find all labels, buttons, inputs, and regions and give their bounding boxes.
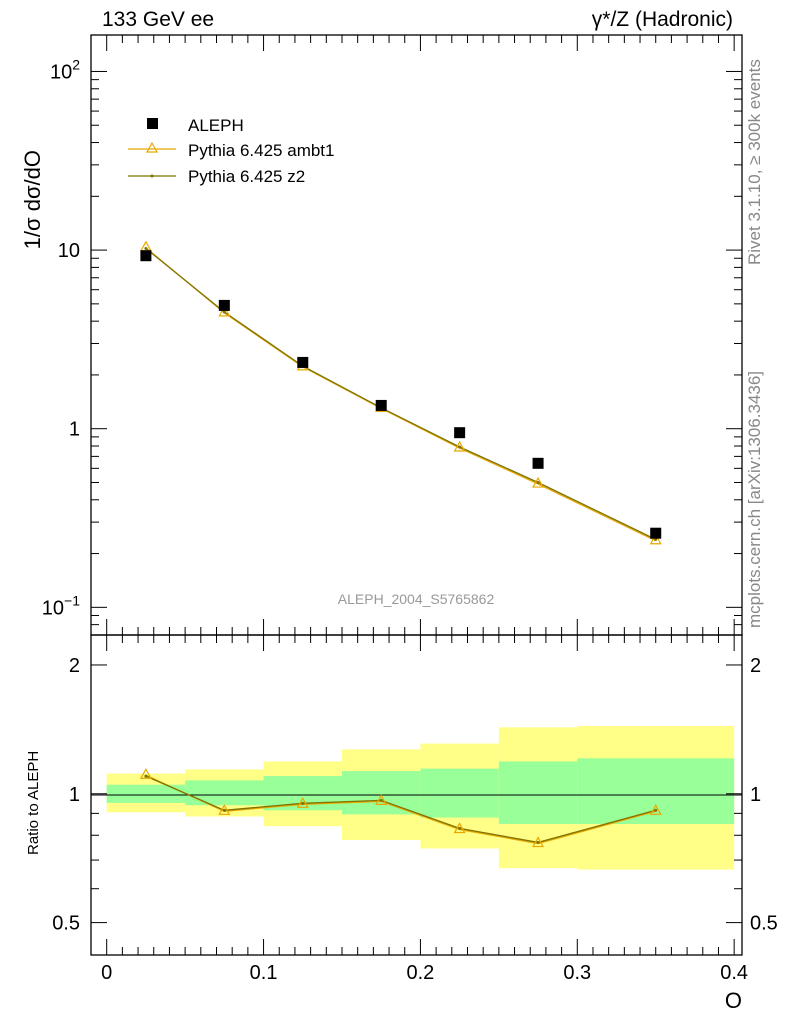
z2-point bbox=[222, 310, 226, 314]
main-ticks: 102 10 1 10−1 bbox=[42, 35, 742, 636]
ratio-panel: 2 2 1 1 0.5 0.5 0 0.1 0.2 0.3 0.4 Ratio to ALEPH O bbox=[25, 634, 778, 1013]
ratio-ytick-label-right: 2 bbox=[750, 655, 761, 677]
z2-point bbox=[458, 445, 462, 449]
ratio-ytick-label-right: 0.5 bbox=[750, 913, 778, 935]
header-right: γ*/Z (Hadronic) bbox=[592, 8, 733, 31]
ratio-z2-point bbox=[654, 808, 658, 812]
legend-data-marker bbox=[147, 118, 158, 129]
aleph-point bbox=[218, 299, 230, 311]
band-inner bbox=[577, 758, 735, 824]
legend-data-label: ALEPH bbox=[188, 116, 244, 135]
aleph-point bbox=[297, 356, 309, 368]
aleph-point bbox=[650, 527, 662, 539]
ratio-z2-point bbox=[379, 798, 383, 802]
ratio-ytick-label-right: 1 bbox=[750, 784, 761, 806]
z2-point bbox=[536, 480, 540, 484]
x-tick-label: 0.3 bbox=[563, 962, 591, 984]
ratio-z2-point bbox=[301, 801, 305, 805]
ratio-z2-point bbox=[536, 840, 540, 844]
band-inner bbox=[420, 768, 499, 818]
ratio-frame bbox=[90, 634, 743, 956]
x-tick-label: 0.4 bbox=[720, 962, 748, 984]
legend-ambt1-label: Pythia 6.425 ambt1 bbox=[188, 141, 334, 160]
aleph-point bbox=[375, 399, 387, 411]
ambt1-point bbox=[453, 440, 466, 452]
main-marks bbox=[139, 240, 662, 545]
band-inner bbox=[498, 761, 578, 824]
ratio-z2-point bbox=[458, 826, 462, 830]
aleph-point bbox=[140, 250, 152, 262]
x-tick-label: 0.2 bbox=[407, 962, 435, 984]
ambt1-line bbox=[145, 247, 656, 542]
watermark: ALEPH_2004_S5765862 bbox=[338, 591, 495, 607]
aleph-point bbox=[454, 427, 466, 439]
z2-point bbox=[144, 247, 148, 251]
aleph-point bbox=[532, 457, 544, 469]
ambt1-point bbox=[649, 533, 662, 545]
ratio-ticks: 2 2 1 1 0.5 0.5 0 0.1 0.2 0.3 0.4 bbox=[52, 635, 778, 984]
ambt1-point bbox=[532, 476, 545, 488]
ambt1-point bbox=[218, 305, 231, 317]
x-tick-label: 0.1 bbox=[250, 962, 278, 984]
legend-z2-label: Pythia 6.425 z2 bbox=[188, 167, 305, 186]
rivet-label: Rivet 3.1.10, ≥ 300k events bbox=[745, 59, 764, 265]
main-panel: 102 10 1 10−1 1/σ dσ/dO ALEPH_2004_S5765862… bbox=[20, 34, 743, 636]
ratio-bands bbox=[106, 726, 735, 870]
ratio-ylabel: Ratio to ALEPH bbox=[25, 751, 42, 855]
x-tick-label: 0 bbox=[101, 962, 112, 984]
legend-ambt1-marker bbox=[145, 141, 159, 153]
ratio-ambt1-point bbox=[218, 804, 231, 815]
main-ytick-label: 1 bbox=[69, 419, 80, 441]
ratio-ytick-label-left: 1 bbox=[69, 784, 80, 806]
band-inner bbox=[106, 784, 186, 803]
ratio-z2-point bbox=[144, 774, 148, 778]
ratio-ambt1-point bbox=[649, 804, 662, 815]
ratio-ambt1-point bbox=[453, 822, 466, 834]
ratio-z2-point bbox=[222, 808, 226, 812]
main-ytick-label: 10 bbox=[58, 240, 80, 262]
band-inner bbox=[185, 780, 264, 806]
legend: ALEPH Pythia 6.425 ambt1 Pythia 6.425 z2 bbox=[128, 116, 334, 186]
legend-z2-marker bbox=[150, 174, 154, 178]
ratio-ambt1-point bbox=[296, 797, 309, 808]
header-left: 133 GeV ee bbox=[102, 8, 214, 31]
ratio-marks bbox=[139, 767, 662, 848]
main-ytick-label: 102 bbox=[50, 56, 80, 83]
z2-line bbox=[145, 247, 656, 540]
ratio-ambt1-point bbox=[139, 767, 152, 779]
ratio-ytick-label-left: 0.5 bbox=[52, 913, 80, 935]
band-inner bbox=[341, 771, 421, 815]
mcplots-label: mcplots.cern.ch [arXiv:1306.3436] bbox=[745, 371, 764, 628]
ratio-ambt1-point bbox=[532, 836, 545, 848]
ratio-ytick-label-left: 2 bbox=[69, 655, 80, 677]
ratio-ambt1-point bbox=[375, 794, 388, 805]
main-ytick-label: 10−1 bbox=[42, 592, 80, 619]
x-axis-label: O bbox=[725, 988, 742, 1013]
main-ylabel: 1/σ dσ/dO bbox=[20, 150, 45, 249]
